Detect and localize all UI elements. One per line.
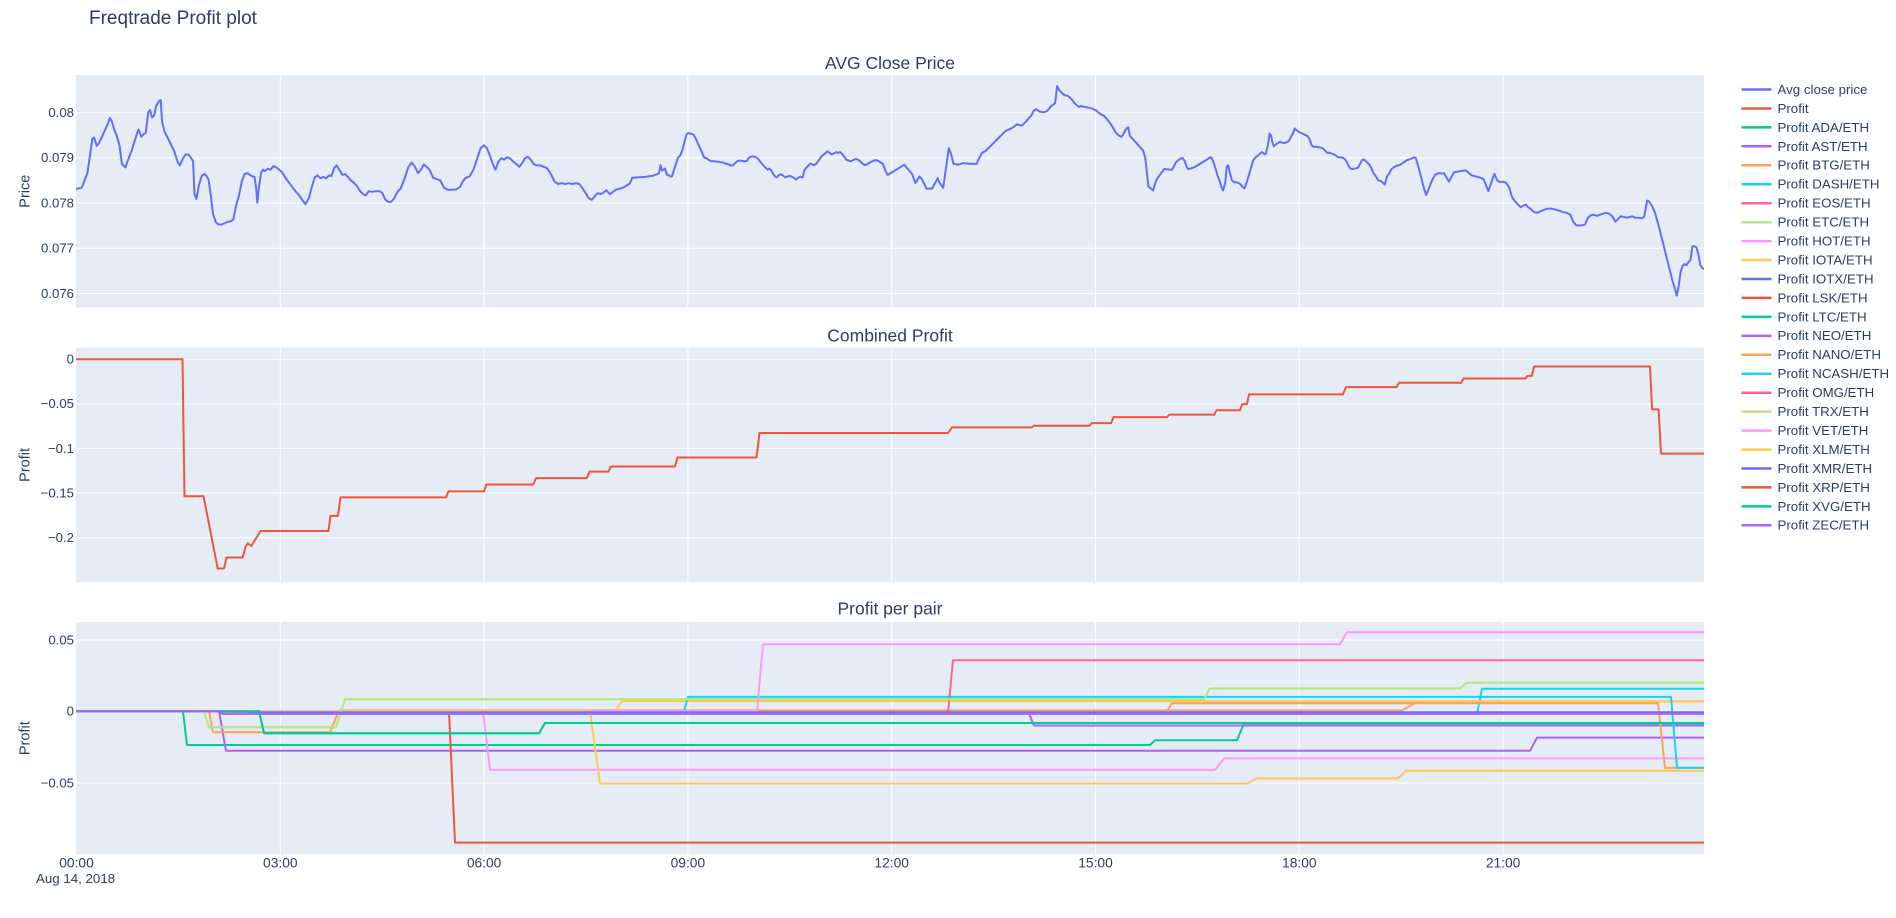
svg-text:Profit AST/ETH: Profit AST/ETH bbox=[1778, 139, 1868, 154]
svg-text:Profit ADA/ETH: Profit ADA/ETH bbox=[1778, 120, 1870, 135]
svg-text:−0.05: −0.05 bbox=[41, 396, 74, 411]
svg-text:Profit VET/ETH: Profit VET/ETH bbox=[1778, 423, 1869, 438]
svg-text:Profit BTG/ETH: Profit BTG/ETH bbox=[1778, 158, 1870, 173]
svg-text:18:00: 18:00 bbox=[1282, 856, 1317, 871]
svg-text:0: 0 bbox=[67, 352, 74, 367]
svg-text:Profit XLM/ETH: Profit XLM/ETH bbox=[1778, 442, 1870, 457]
svg-text:Freqtrade Profit plot: Freqtrade Profit plot bbox=[89, 8, 258, 29]
svg-text:−0.2: −0.2 bbox=[48, 530, 74, 545]
svg-text:Profit IOTX/ETH: Profit IOTX/ETH bbox=[1778, 271, 1874, 286]
svg-text:Profit XMR/ETH: Profit XMR/ETH bbox=[1778, 461, 1873, 476]
svg-text:12:00: 12:00 bbox=[874, 856, 909, 871]
svg-text:Profit DASH/ETH: Profit DASH/ETH bbox=[1778, 177, 1880, 192]
svg-text:Profit: Profit bbox=[1778, 101, 1809, 116]
svg-text:Profit NANO/ETH: Profit NANO/ETH bbox=[1778, 347, 1881, 362]
svg-text:06:00: 06:00 bbox=[467, 856, 502, 871]
svg-text:09:00: 09:00 bbox=[671, 856, 706, 871]
svg-text:03:00: 03:00 bbox=[263, 856, 298, 871]
svg-text:0.079: 0.079 bbox=[41, 150, 74, 165]
svg-text:Profit per pair: Profit per pair bbox=[837, 599, 942, 619]
svg-text:0.077: 0.077 bbox=[41, 241, 74, 256]
svg-text:0.078: 0.078 bbox=[41, 195, 74, 210]
svg-text:Profit EOS/ETH: Profit EOS/ETH bbox=[1778, 196, 1871, 211]
svg-text:Profit XRP/ETH: Profit XRP/ETH bbox=[1778, 480, 1870, 495]
svg-text:Profit LTC/ETH: Profit LTC/ETH bbox=[1778, 309, 1867, 324]
svg-text:Profit HOT/ETH: Profit HOT/ETH bbox=[1778, 234, 1871, 249]
svg-text:Profit LSK/ETH: Profit LSK/ETH bbox=[1778, 290, 1868, 305]
svg-text:−0.1: −0.1 bbox=[48, 441, 74, 456]
svg-text:Profit IOTA/ETH: Profit IOTA/ETH bbox=[1778, 252, 1873, 267]
svg-text:Profit OMG/ETH: Profit OMG/ETH bbox=[1778, 385, 1875, 400]
svg-text:−0.15: −0.15 bbox=[41, 485, 74, 500]
svg-text:Profit XVG/ETH: Profit XVG/ETH bbox=[1778, 499, 1871, 514]
svg-text:Profit NCASH/ETH: Profit NCASH/ETH bbox=[1778, 366, 1890, 381]
svg-text:Profit TRX/ETH: Profit TRX/ETH bbox=[1778, 404, 1869, 419]
svg-text:Profit: Profit bbox=[18, 721, 34, 755]
svg-text:15:00: 15:00 bbox=[1078, 856, 1113, 871]
svg-text:0.05: 0.05 bbox=[48, 632, 74, 647]
svg-text:00:00: 00:00 bbox=[59, 856, 94, 871]
svg-text:21:00: 21:00 bbox=[1486, 856, 1521, 871]
svg-text:Avg close price: Avg close price bbox=[1778, 82, 1868, 97]
svg-text:Price: Price bbox=[18, 175, 34, 208]
svg-text:Profit: Profit bbox=[18, 448, 34, 482]
svg-text:0.08: 0.08 bbox=[48, 105, 74, 120]
svg-text:−0.05: −0.05 bbox=[41, 775, 74, 790]
svg-text:0: 0 bbox=[67, 704, 74, 719]
svg-text:0.076: 0.076 bbox=[41, 286, 74, 301]
svg-text:Profit ZEC/ETH: Profit ZEC/ETH bbox=[1778, 518, 1870, 533]
svg-text:Profit NEO/ETH: Profit NEO/ETH bbox=[1778, 328, 1872, 343]
svg-text:Profit ETC/ETH: Profit ETC/ETH bbox=[1778, 215, 1870, 230]
svg-text:AVG Close Price: AVG Close Price bbox=[825, 53, 955, 73]
svg-text:Combined Profit: Combined Profit bbox=[827, 326, 953, 346]
svg-text:Aug 14, 2018: Aug 14, 2018 bbox=[36, 871, 115, 886]
